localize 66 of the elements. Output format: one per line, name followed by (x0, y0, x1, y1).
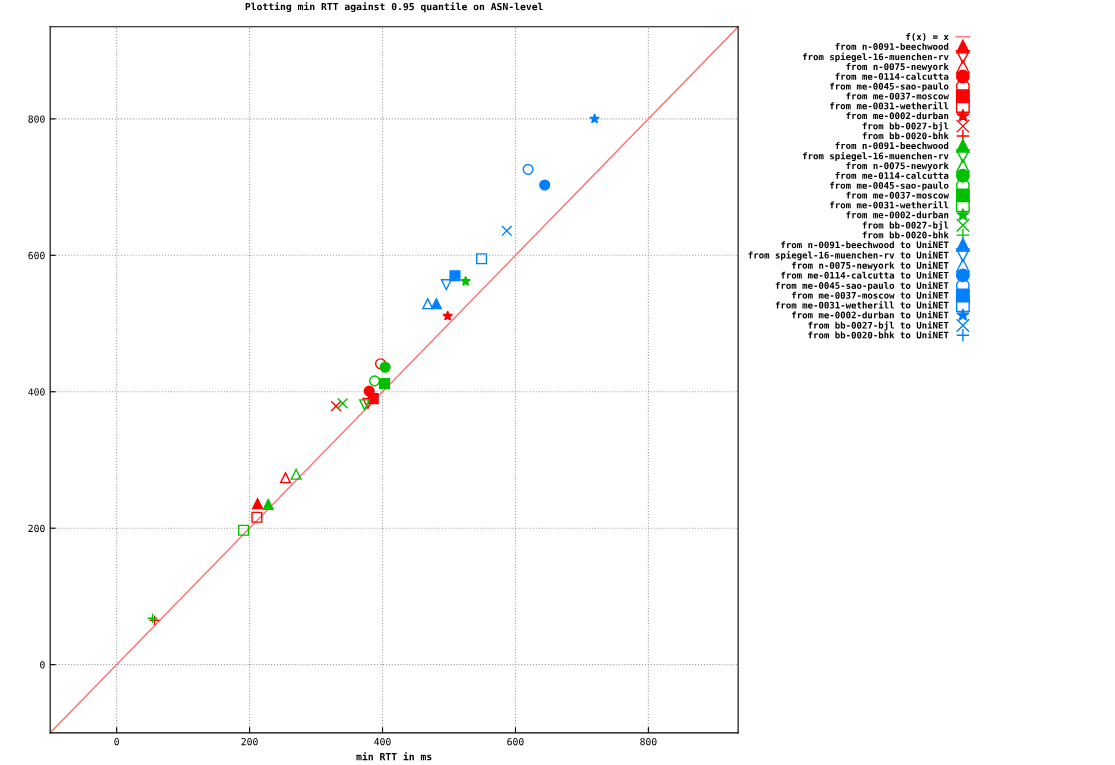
chart-title: Plotting min RTT against 0.95 quantile on ASN-level (245, 2, 543, 13)
point (589, 113, 600, 124)
point (440, 279, 452, 291)
legend-label: from me-0002-durban to UniNET (792, 310, 949, 319)
point (374, 358, 387, 370)
legend-label: from me-0037-moscow (846, 191, 949, 199)
legend-label: from bb-0027-bjl (862, 121, 949, 132)
y-tick-label: 600 (28, 251, 45, 260)
point (262, 498, 274, 510)
legend-label: from me-0114-calcutta to UniNET (781, 271, 949, 279)
legend-label: from n-0075-newyork (846, 63, 949, 72)
x-tick-label: 800 (640, 737, 657, 746)
y-tick-label: 0 (40, 661, 45, 669)
point (501, 225, 513, 237)
legend-label: from bb-0020-bhk (862, 132, 949, 140)
legend-label: from bb-0020-bhk (862, 231, 949, 239)
point (430, 298, 442, 310)
legend-label: from me-0002-durban (846, 112, 949, 120)
point (252, 498, 264, 510)
legend-label: from me-0031-wetherill (830, 200, 949, 209)
point (522, 163, 534, 175)
legend-label: from bb-0027-bjl (862, 221, 949, 231)
legend-label: from me-0002-durban (846, 211, 949, 219)
legend-label: from spiegel-16-muenchen-rv (802, 151, 949, 162)
y-tick-label: 200 (28, 524, 45, 533)
x-tick-label: 400 (374, 737, 391, 746)
legend-label: from n-0075-newyork (846, 162, 949, 171)
point (460, 275, 471, 286)
legend-label: from spiegel-16-muenchen-rv (802, 52, 949, 62)
y-tick-label: 400 (28, 388, 45, 396)
legend-label: from n-0075-newyork to UniNET (792, 261, 949, 271)
x-tick-label: 600 (507, 737, 524, 746)
x-axis-title: min RTT in ms (356, 752, 432, 761)
point (442, 310, 453, 321)
legend-label: from n-0091-beechwood (835, 42, 949, 50)
x-tick-label: 0 (114, 737, 119, 746)
legend-label: from me-0037-moscow (846, 92, 949, 100)
legend-label: from n-0091-beechwood (835, 142, 949, 150)
point (422, 298, 434, 310)
legend-label: from me-0045-sao-paulo (830, 181, 949, 191)
legend-label: f(x) = x (906, 33, 949, 42)
point (290, 468, 302, 480)
legend-label: from me-0031-wetherill (830, 101, 949, 110)
point (379, 361, 391, 373)
point (539, 179, 551, 191)
legend-label: from me-0114-calcutta (835, 72, 949, 80)
legend-label: from bb-0027-bjl to UniNET (808, 321, 949, 331)
legend-label: from me-0037-moscow to UniNET (792, 291, 949, 299)
legend-label: from me-0045-sao-paulo (830, 82, 949, 92)
legend-label: from n-0091-beechwood to UniNET (781, 240, 949, 249)
legend-label: from spiegel-16-muenchen-rv to UniNET (748, 251, 949, 261)
legend-label: from me-0114-calcutta (835, 172, 949, 179)
point (279, 472, 292, 484)
point (238, 524, 250, 536)
point (330, 400, 342, 412)
point (449, 270, 461, 282)
point (251, 511, 263, 523)
x-tick-label: 200 (241, 737, 258, 746)
point (367, 393, 379, 405)
point (337, 397, 349, 409)
point (378, 378, 391, 390)
y-tick-label: 800 (28, 115, 45, 123)
legend-label: from me-0045-sao-paulo to UniNET (775, 281, 949, 291)
point (476, 253, 488, 265)
legend-label: from bb-0020-bhk to UniNET (808, 331, 949, 339)
legend-label: from me-0031-wetherill to UniNET (775, 301, 949, 309)
